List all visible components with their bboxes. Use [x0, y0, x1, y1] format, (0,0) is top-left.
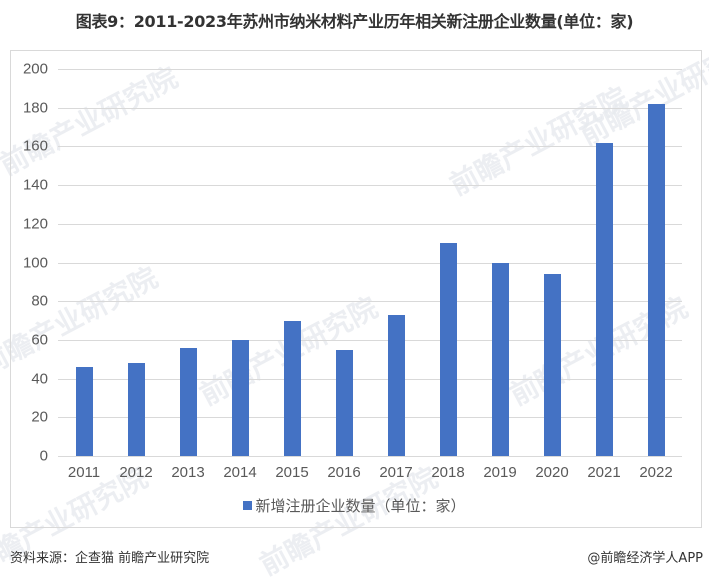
bar-2018: [439, 243, 457, 456]
bar-2017: [387, 314, 405, 456]
y-tick-label: 40: [31, 370, 48, 388]
x-tick-label: 2014: [223, 464, 257, 481]
gridline: [58, 417, 682, 419]
bar-2012: [127, 363, 145, 456]
source-note: 资料来源：企查猫 前瞻产业研究院: [10, 551, 210, 566]
x-tick-label: 2021: [587, 464, 621, 481]
gridline: [58, 456, 682, 457]
bar-2015: [283, 320, 301, 456]
bar-2019: [491, 262, 509, 456]
gridline: [58, 69, 682, 70]
bar-2016: [335, 349, 353, 456]
x-tick-label: 2020: [535, 464, 569, 481]
y-tick-label: 140: [22, 176, 48, 194]
gridline: [58, 223, 682, 225]
x-tick-label: 2015: [275, 464, 309, 481]
x-tick-label: 2018: [431, 464, 465, 481]
chart-frame: [10, 50, 702, 528]
x-tick-label: 2017: [379, 464, 413, 481]
chart-title: 图表9：2011-2023年苏州市纳米材料产业历年相关新注册企业数量(单位：家): [75, 12, 634, 31]
gridline: [58, 262, 682, 264]
y-tick-label: 60: [31, 331, 48, 349]
plot-area: 0 20 40 60 80 100 120 140 160 180 200 2011 2012 2013 2…: [23, 61, 682, 481]
gridline: [58, 107, 682, 109]
x-tick-label: 2016: [327, 464, 361, 481]
x-tick-label: 2012: [119, 464, 153, 481]
y-tick-label: 180: [22, 99, 48, 117]
legend: 新增注册企业数量（单位：家）: [0, 495, 709, 516]
bar-2020: [543, 274, 561, 456]
y-tick-label: 20: [31, 408, 48, 426]
legend-label: 新增注册企业数量（单位：家）: [255, 497, 466, 515]
bar-2011: [75, 367, 93, 456]
bar-2021: [595, 142, 613, 456]
legend-swatch-icon: [243, 501, 253, 510]
y-tick-label: 160: [22, 137, 48, 155]
gridline: [58, 339, 682, 341]
y-tick-label: 120: [22, 215, 48, 233]
gridline: [58, 185, 682, 187]
y-tick-label: 0: [39, 447, 48, 465]
x-tick-label: 2013: [171, 464, 205, 481]
y-tick-label: 200: [22, 60, 48, 78]
bar-2022: [647, 103, 665, 456]
bar-2014: [231, 339, 249, 456]
y-tick-label: 80: [31, 292, 48, 310]
credit-note: @前瞻经济学人APP: [587, 551, 703, 566]
gridline: [58, 301, 682, 303]
bar-2013: [179, 347, 197, 456]
x-tick-label: 2019: [483, 464, 517, 481]
y-tick-label: 100: [22, 254, 48, 271]
x-tick-label: 2022: [639, 464, 673, 481]
gridline: [58, 146, 682, 148]
x-tick-label: 2011: [67, 464, 101, 481]
gridline: [58, 378, 682, 380]
